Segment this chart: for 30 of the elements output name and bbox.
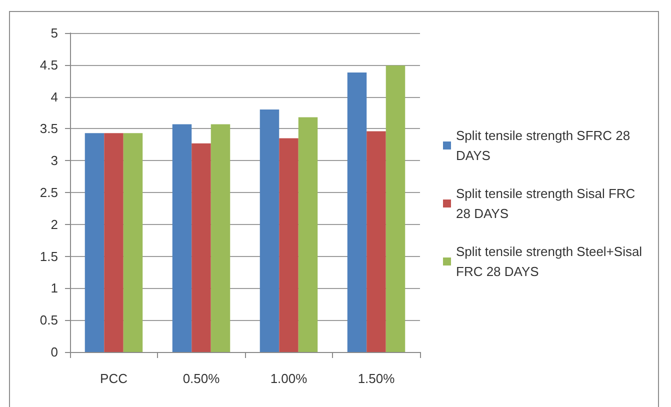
y-tick-label: 5 — [50, 26, 58, 40]
y-tick-label: 1.5 — [40, 248, 58, 264]
bar — [123, 133, 143, 352]
y-tick-label: 4.5 — [40, 57, 58, 72]
x-tick-label: 1.00% — [270, 371, 308, 386]
legend-label: Split tensile strength Steel+Sisal FRC 28 DAYS — [456, 244, 646, 279]
y-tick-label: 0 — [50, 344, 58, 360]
bar — [172, 124, 192, 352]
bar — [347, 72, 367, 352]
legend-label: Split tensile strength Sisal FRC 28 DAYS — [456, 186, 639, 221]
bar — [279, 138, 298, 352]
x-tick-label: PCC — [100, 371, 128, 386]
y-tick-label: 1 — [50, 280, 58, 296]
bar — [104, 133, 124, 352]
bar — [210, 124, 230, 352]
y-tick-label: 2 — [50, 216, 58, 232]
bar — [260, 110, 280, 352]
y-tick-label: 4 — [50, 89, 58, 104]
bar — [366, 131, 386, 352]
y-tick-label: 3 — [50, 153, 58, 168]
bar — [386, 66, 406, 352]
bar — [84, 133, 104, 352]
y-tick-label: 2.5 — [40, 185, 58, 200]
bar — [298, 117, 318, 352]
bar — [192, 143, 211, 352]
y-tick-label: 3.5 — [40, 121, 58, 136]
legend-label: Split tensile strength SFRC 28 DAYS — [456, 128, 634, 163]
y-tick-label: 0.5 — [40, 312, 58, 328]
x-tick-label: 1.50% — [358, 371, 396, 386]
x-tick-label: 0.50% — [182, 371, 220, 386]
